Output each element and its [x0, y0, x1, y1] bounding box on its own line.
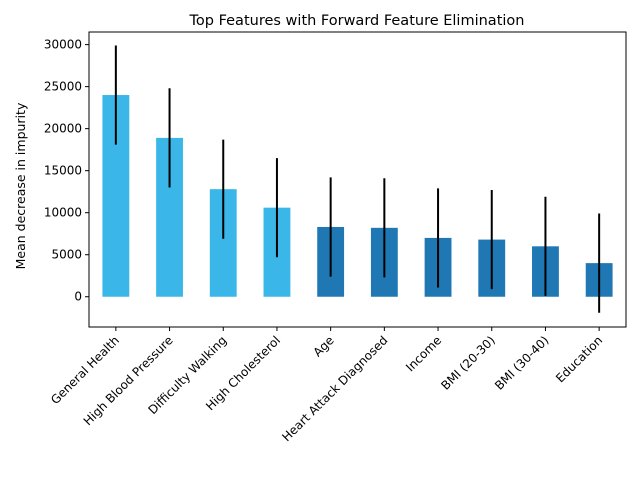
y-tick-label: 10000	[44, 206, 82, 220]
x-tick-label: High Blood Pressure	[81, 333, 176, 428]
x-tick-label: BMI (20-30)	[438, 333, 498, 393]
plot-frame	[88, 31, 627, 328]
x-tick-label: BMI (30-40)	[492, 333, 552, 393]
y-tick-label: 5000	[51, 248, 82, 262]
x-tick-label: Income	[403, 333, 444, 374]
y-tick-label: 20000	[44, 122, 82, 136]
y-tick-label: 0	[74, 290, 82, 304]
x-tick-label: Education	[553, 333, 605, 385]
y-tick-label: 25000	[44, 80, 82, 94]
x-tick-label: Heart Attack Diagnosed	[279, 333, 390, 444]
y-tick-label: 30000	[44, 38, 82, 52]
error-bars-group	[114, 45, 601, 313]
x-tick-label: Age	[310, 333, 336, 359]
y-tick-label: 15000	[44, 164, 82, 178]
y-ticks-group: 0 5000 10000 15000 20000 25000 30000	[44, 38, 89, 304]
bars-group	[102, 95, 613, 297]
chart-title: Top Features with Forward Feature Elimin…	[189, 13, 525, 29]
y-axis-label: Mean decrease in impurity	[13, 102, 28, 269]
